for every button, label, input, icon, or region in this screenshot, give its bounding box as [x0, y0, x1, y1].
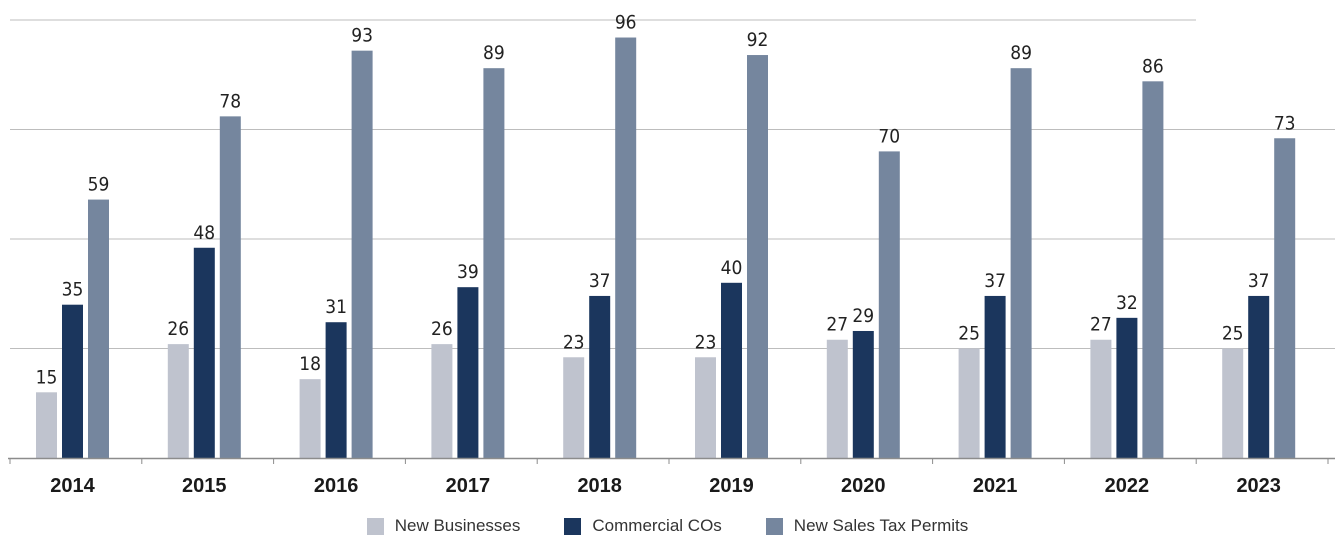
data-label: 70 — [878, 125, 900, 147]
bar — [695, 357, 716, 458]
bar — [483, 68, 505, 459]
bar — [1248, 295, 1270, 458]
data-label: 39 — [457, 261, 479, 283]
legend-label: New Businesses — [394, 516, 521, 535]
data-label: 23 — [695, 331, 717, 353]
category-label: 2020 — [841, 475, 886, 497]
legend-label: New Sales Tax Permits — [793, 516, 969, 535]
data-label: 78 — [219, 90, 241, 112]
data-label: 37 — [1248, 270, 1270, 292]
category-label: 2022 — [1105, 475, 1150, 497]
data-label: 73 — [1274, 112, 1296, 134]
bar — [36, 392, 57, 458]
data-label: 86 — [1142, 55, 1164, 77]
legend-swatch — [765, 517, 783, 535]
data-label: 29 — [852, 305, 874, 327]
bar — [88, 199, 109, 458]
bar — [1222, 348, 1244, 458]
data-label: 26 — [167, 318, 189, 340]
legend: New Businesses Commercial COs New Sales … — [0, 516, 1335, 536]
bar — [958, 348, 980, 458]
category-label: 2023 — [1236, 475, 1281, 497]
data-label: 25 — [1222, 323, 1244, 345]
data-label: 48 — [193, 222, 215, 244]
legend-label: Commercial COs — [592, 516, 722, 535]
data-label: 27 — [1090, 314, 1112, 336]
data-label: 15 — [36, 366, 58, 388]
bar — [219, 116, 241, 459]
bar — [984, 295, 1006, 458]
data-label: 37 — [984, 270, 1006, 292]
legend-swatch — [366, 517, 384, 535]
legend-item-new-businesses: New Businesses — [366, 516, 521, 536]
data-label: 37 — [589, 270, 611, 292]
category-label: 2017 — [446, 475, 491, 497]
category-label: 2016 — [314, 475, 359, 497]
data-label: 93 — [351, 25, 373, 47]
bar — [62, 304, 83, 458]
bar — [1010, 68, 1032, 459]
legend-swatch — [564, 517, 582, 535]
bar — [1274, 138, 1296, 458]
data-label: 31 — [325, 296, 347, 318]
data-label: 23 — [563, 331, 585, 353]
bars — [36, 37, 1296, 459]
bar — [1090, 339, 1112, 458]
data-label: 18 — [299, 353, 321, 375]
bar — [878, 151, 900, 458]
legend-item-commercial-cos: Commercial COs — [564, 516, 722, 536]
data-label: 59 — [88, 174, 110, 196]
data-label: 40 — [721, 257, 743, 279]
bar — [852, 330, 874, 458]
data-label: 27 — [826, 314, 848, 336]
category-label: 2021 — [973, 475, 1018, 497]
bar — [167, 344, 189, 458]
bar — [721, 282, 742, 458]
data-label: 26 — [431, 318, 453, 340]
bar — [431, 344, 453, 458]
bar — [457, 287, 479, 458]
bar — [299, 379, 321, 458]
bar — [1116, 317, 1138, 458]
bar — [826, 339, 848, 458]
category-label: 2019 — [709, 475, 754, 497]
x-axis: 2014 2015 2016 2017 2018 2019 2020 2021 2022 2023 — [8, 457, 1335, 497]
bar — [589, 295, 611, 458]
category-label: 2014 — [50, 475, 95, 497]
data-label: 35 — [62, 279, 84, 301]
data-label: 32 — [1116, 292, 1138, 314]
bar — [325, 322, 347, 458]
data-label: 89 — [1010, 42, 1032, 64]
bar — [1142, 81, 1164, 458]
data-label: 25 — [958, 323, 980, 345]
bar — [615, 37, 637, 459]
legend-item-new-sales-tax-permits: New Sales Tax Permits — [765, 516, 969, 536]
bar — [563, 357, 585, 458]
bar — [351, 50, 373, 458]
bar — [193, 247, 215, 458]
bar — [747, 55, 768, 458]
category-label: 2018 — [577, 475, 622, 497]
category-label: 2015 — [182, 475, 227, 497]
data-label: 89 — [483, 42, 505, 64]
data-label: 92 — [747, 29, 769, 51]
data-label: 96 — [615, 12, 637, 34]
